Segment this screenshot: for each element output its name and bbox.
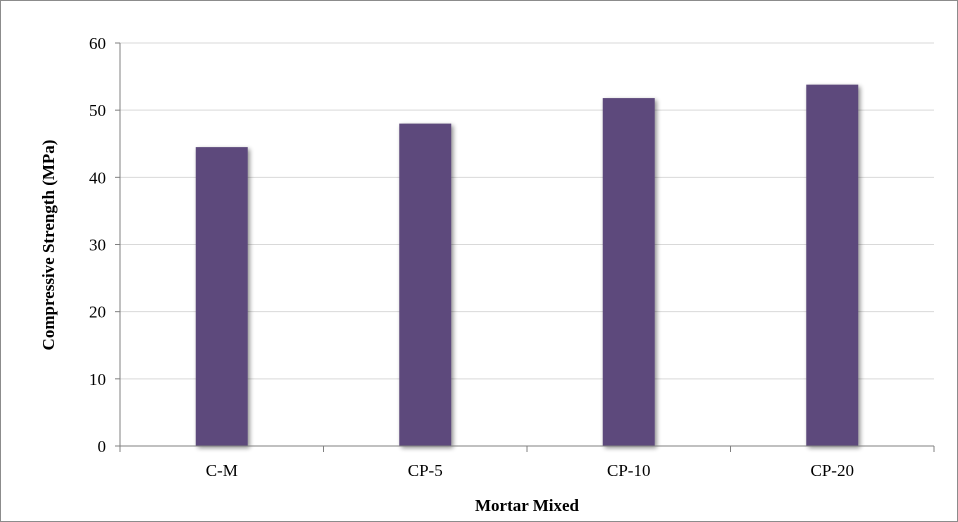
y-tick-label: 20 (89, 303, 106, 322)
x-tick-label: CP-5 (408, 461, 443, 480)
y-tick-label: 50 (89, 101, 106, 120)
x-tick-label: C-M (206, 461, 238, 480)
bar-c-m (195, 147, 248, 446)
x-tick-label: CP-10 (607, 461, 650, 480)
x-axis-title: Mortar Mixed (475, 496, 580, 515)
y-tick-label: 0 (98, 437, 107, 456)
bar-cp-10 (602, 98, 655, 447)
x-tick-label: CP-20 (811, 461, 854, 480)
bar-cp-5 (399, 123, 452, 446)
axes (115, 42, 935, 452)
y-tick-label: 10 (89, 370, 106, 389)
tick-labels: 0 10 20 30 40 50 60 C-M CP-5 CP-10 CP-20 (89, 34, 854, 480)
y-tick-label: 60 (89, 34, 106, 53)
y-axis-title: Compressive Strength (MPa) (39, 140, 58, 351)
y-tick-label: 40 (89, 168, 106, 187)
bar-cp-20 (806, 84, 859, 446)
bars (195, 84, 859, 447)
gridlines (120, 42, 934, 380)
y-tick-label: 30 (89, 236, 106, 255)
